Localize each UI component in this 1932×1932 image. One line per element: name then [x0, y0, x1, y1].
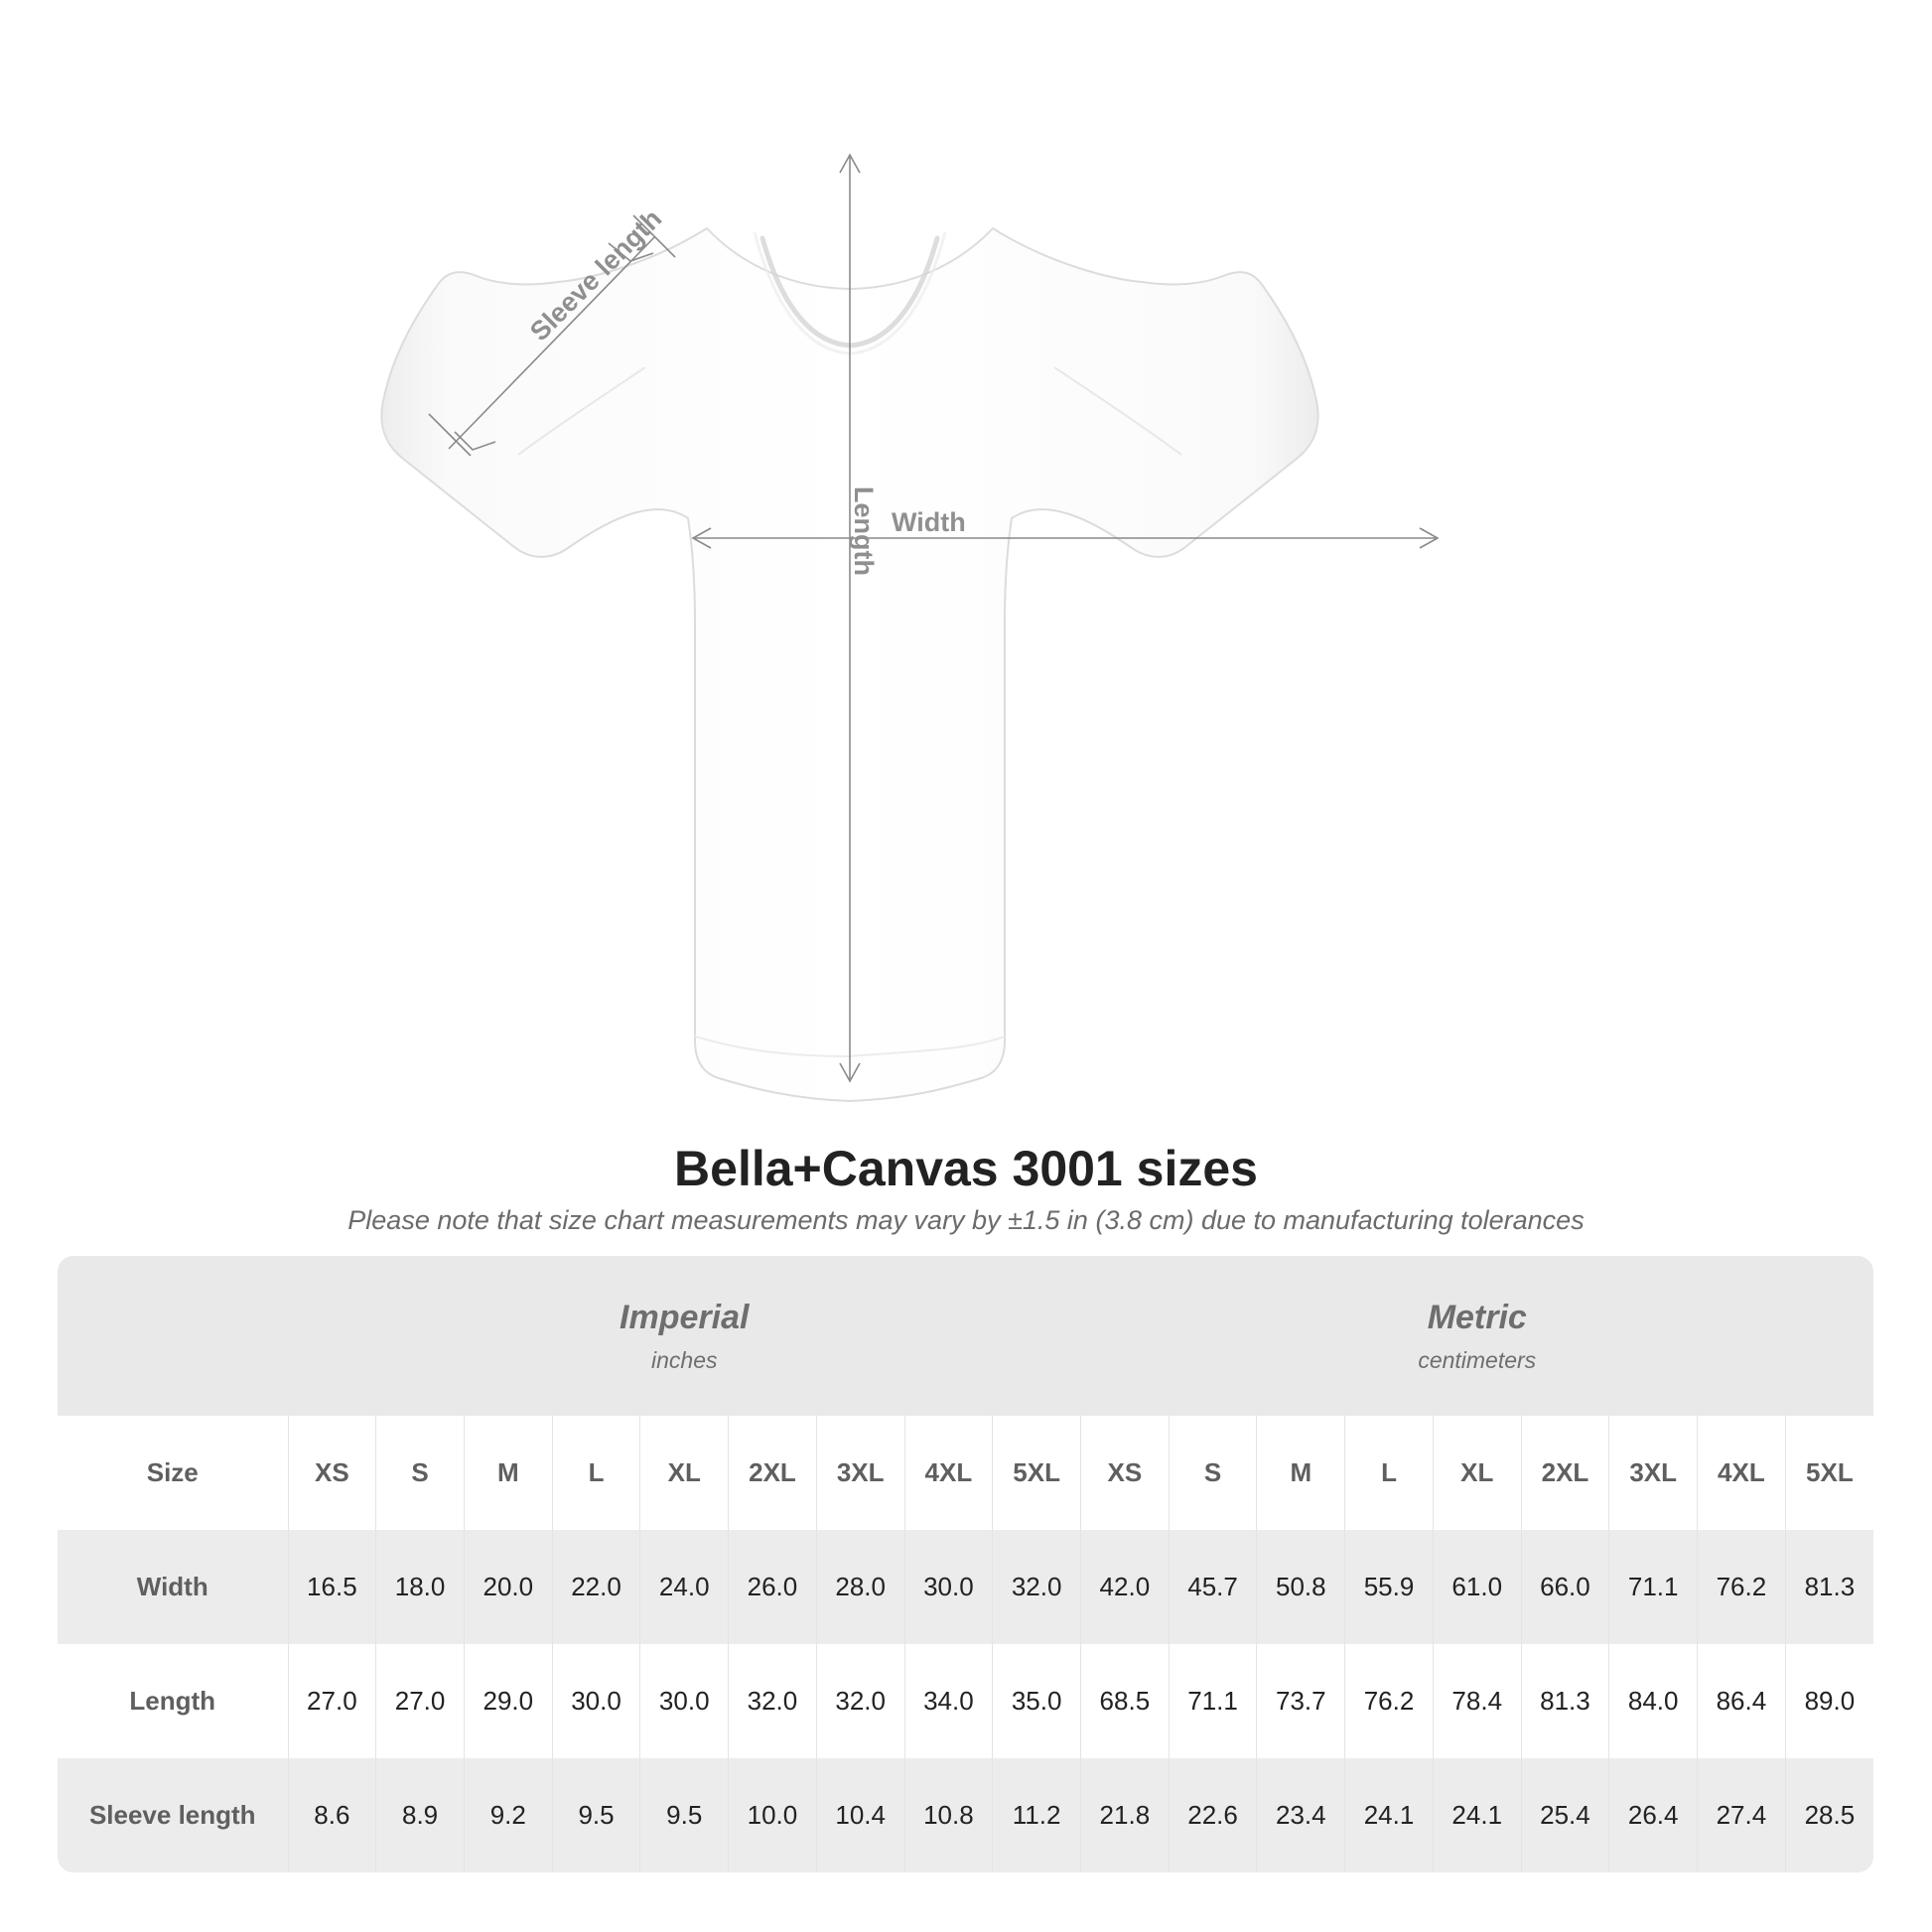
- svg-text:Width: Width: [892, 507, 966, 537]
- svg-text:Length: Length: [849, 486, 879, 576]
